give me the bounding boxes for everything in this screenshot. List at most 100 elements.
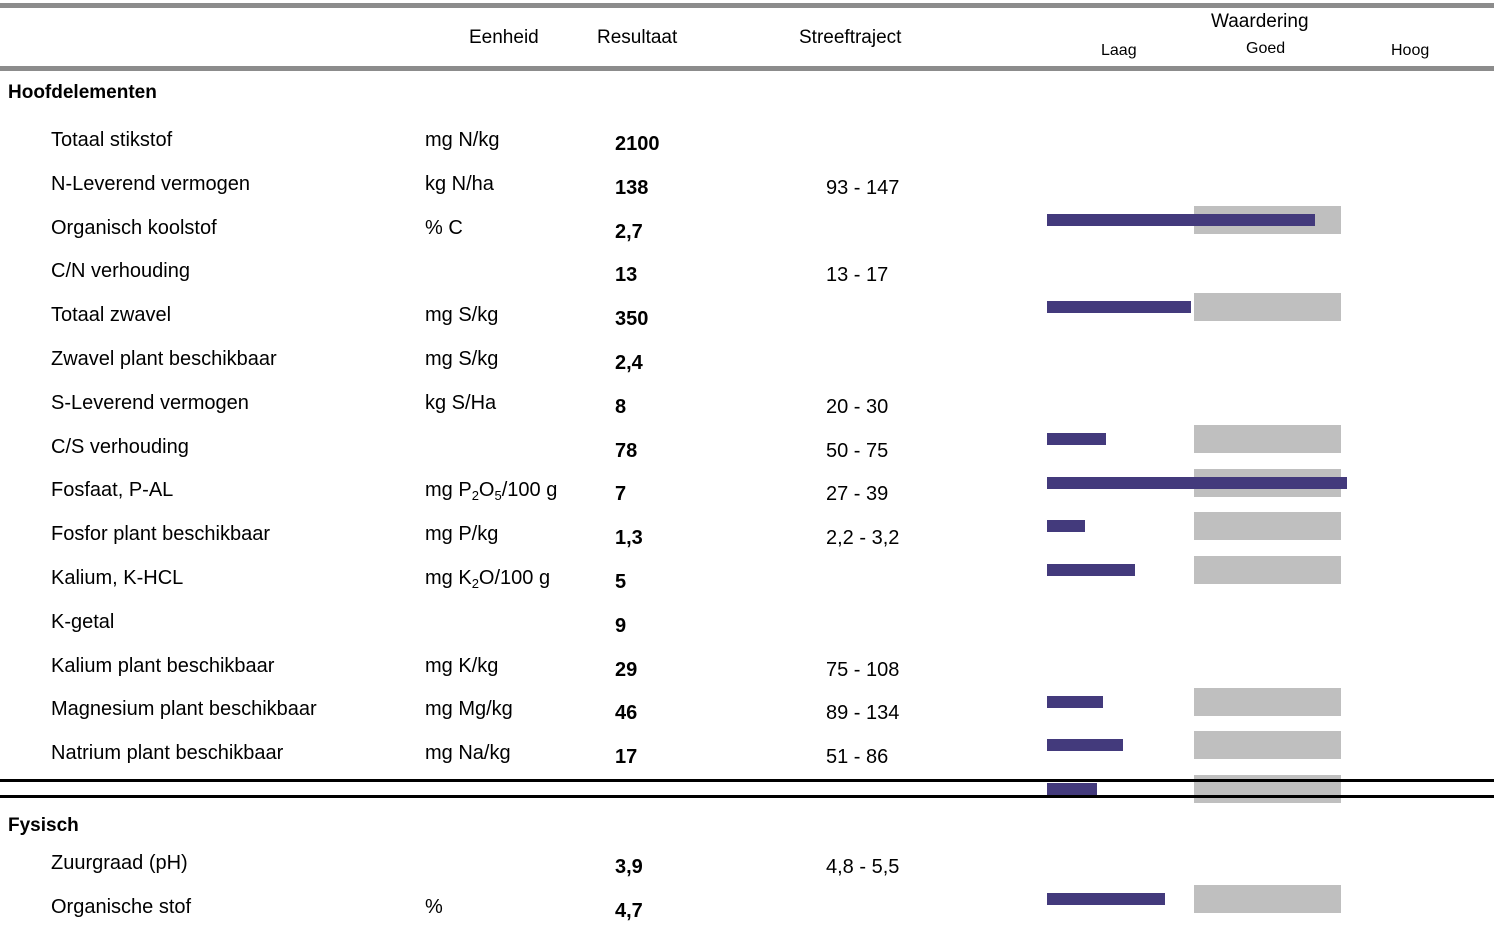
rating-bar: [1047, 783, 1097, 796]
row-name: Kalium plant beschikbaar: [51, 654, 275, 677]
row-name: S-Leverend vermogen: [51, 391, 249, 414]
table-row: Organische stof% 4,7: [0, 892, 1494, 936]
good-zone: [1194, 424, 1341, 453]
table-row: Kalium plant beschikbaar mg K/kg 29 75 - 10…: [0, 651, 1494, 716]
row-name: Organisch koolstof: [51, 216, 217, 239]
row-unit: mg K2O/100 g: [425, 567, 551, 591]
rating-bar: [1047, 301, 1192, 314]
row-result: 8: [615, 395, 627, 418]
row-range: 93 - 147: [826, 176, 900, 199]
row-name: Magnesium plant beschikbaar: [51, 698, 317, 721]
row-name: C/N verhouding: [51, 260, 190, 283]
table-row: Totaal stikstof mg N/kg 2100: [0, 125, 1494, 169]
rating-bar: [1047, 520, 1086, 533]
row-range: 20 - 30: [826, 395, 889, 418]
row-range: 50 - 75: [826, 439, 889, 462]
row-range: 51 - 86: [826, 746, 889, 769]
good-zone: [1194, 731, 1341, 760]
row-result: 9: [615, 614, 627, 637]
good-zone: [1194, 512, 1341, 541]
row-unit: kg S/Ha: [425, 391, 497, 414]
header-good: Goed: [1246, 40, 1286, 57]
row-result: 2,7: [615, 220, 643, 243]
row-unit: mg Mg/kg: [425, 698, 513, 721]
header-unit: Eenheid: [469, 27, 539, 48]
row-name: Natrium plant beschikbaar: [51, 742, 284, 765]
row-name: Zwavel plant beschikbaar: [51, 348, 277, 370]
row-result: 17: [615, 746, 638, 769]
table-row: Magnesium plant beschikbaar mg Mg/kg 46 89 …: [0, 694, 1494, 760]
table-row: Fosfor plant beschikbaar mg P/kg 1,3 2,2 - …: [0, 519, 1494, 585]
section-divider-top: [0, 795, 1494, 798]
header-high: Hoog: [1391, 42, 1430, 59]
row-name: Zuurgraad (pH): [51, 852, 188, 874]
table-row: N-Leverend vermogen kg N/ha 138 93 - 147: [0, 169, 1494, 234]
header-rating: Waardering: [1211, 11, 1309, 32]
table-row: Fosfaat, P-AL mg P2O5/100 g 7 27 - 39: [0, 475, 1494, 541]
rating-bar: [1047, 893, 1165, 905]
table-row: Natrium plant beschikbaar mg Na/kg 17 51 - …: [0, 738, 1494, 804]
row-name: Fosfaat, P-AL: [51, 479, 174, 502]
rating-bar: [1047, 739, 1124, 752]
top-rule: [0, 3, 1494, 8]
row-unit: mg S/kg: [425, 304, 499, 327]
row-name: Totaal stikstof: [51, 129, 173, 151]
good-zone: [1194, 687, 1341, 716]
row-range: 75 - 108: [826, 658, 900, 681]
row-unit: mg P/kg: [425, 523, 499, 546]
row-name: Organische stof: [51, 896, 192, 918]
section-title-physical: Fysisch: [8, 815, 79, 836]
row-unit: mg P2O5/100 g: [425, 479, 558, 504]
row-range: 27 - 39: [826, 483, 889, 506]
rating-bar: [1047, 564, 1136, 577]
row-range: 13 - 17: [826, 264, 889, 287]
row-unit: %: [425, 896, 443, 918]
section-title-main: Hoofdelementen: [8, 82, 157, 103]
table-row: Zwavel plant beschikbaar mg S/kg 2,4: [0, 344, 1494, 388]
table-row: C/S verhouding 78 50 - 75: [0, 432, 1494, 497]
row-name: Kalium, K-HCL: [51, 567, 184, 589]
table-row: C/N verhouding 13 13 - 17: [0, 256, 1494, 322]
row-unit: % C: [425, 216, 463, 239]
table-row: Kalium, K-HCL mg K2O/100 g 5: [0, 563, 1494, 607]
row-unit: mg K/kg: [425, 654, 499, 677]
row-result: 78: [615, 439, 638, 462]
row-unit: mg S/kg: [425, 348, 499, 370]
row-result: 29: [615, 658, 638, 681]
row-result: 7: [615, 483, 627, 506]
header-range: Streeftraject: [799, 27, 902, 48]
row-range: 4,8 - 5,5: [826, 856, 900, 878]
row-name: K-getal: [51, 610, 115, 633]
header-rule: [0, 66, 1494, 71]
row-result: 46: [615, 702, 638, 725]
good-zone: [1194, 885, 1341, 913]
row-range: 89 - 134: [826, 702, 900, 725]
row-range: 2,2 - 3,2: [826, 527, 900, 550]
row-result: 13: [615, 264, 638, 287]
row-result: 5: [615, 571, 627, 593]
good-zone: [1194, 556, 1341, 585]
row-name: Fosfor plant beschikbaar: [51, 523, 271, 546]
rating-bar: [1047, 213, 1315, 226]
row-result: 2100: [615, 133, 660, 155]
row-result: 4,7: [615, 900, 643, 922]
row-unit: mg Na/kg: [425, 742, 511, 765]
header-low: Laag: [1101, 42, 1137, 59]
table-row: K-getal 9: [0, 607, 1494, 651]
table-row: Zuurgraad (pH) 3,9 4,8 - 5,5: [0, 848, 1494, 913]
table-row: Totaal zwavel mg S/kg 350: [0, 300, 1494, 344]
row-name: N-Leverend vermogen: [51, 172, 250, 195]
rating-bar: [1047, 476, 1347, 489]
good-zone: [1194, 293, 1341, 322]
row-name: Totaal zwavel: [51, 304, 172, 327]
row-result: 1,3: [615, 527, 643, 550]
section-divider-bottom: [0, 779, 1494, 782]
row-unit: kg N/ha: [425, 172, 494, 195]
table-row: Organisch koolstof % C 2,7: [0, 213, 1494, 257]
header-result: Resultaat: [597, 27, 678, 48]
row-result: 3,9: [615, 856, 643, 878]
row-unit: mg N/kg: [425, 129, 500, 151]
row-name: C/S verhouding: [51, 435, 189, 458]
row-result: 350: [615, 308, 649, 331]
table-row: S-Leverend vermogen kg S/Ha 8 20 - 30: [0, 388, 1494, 453]
